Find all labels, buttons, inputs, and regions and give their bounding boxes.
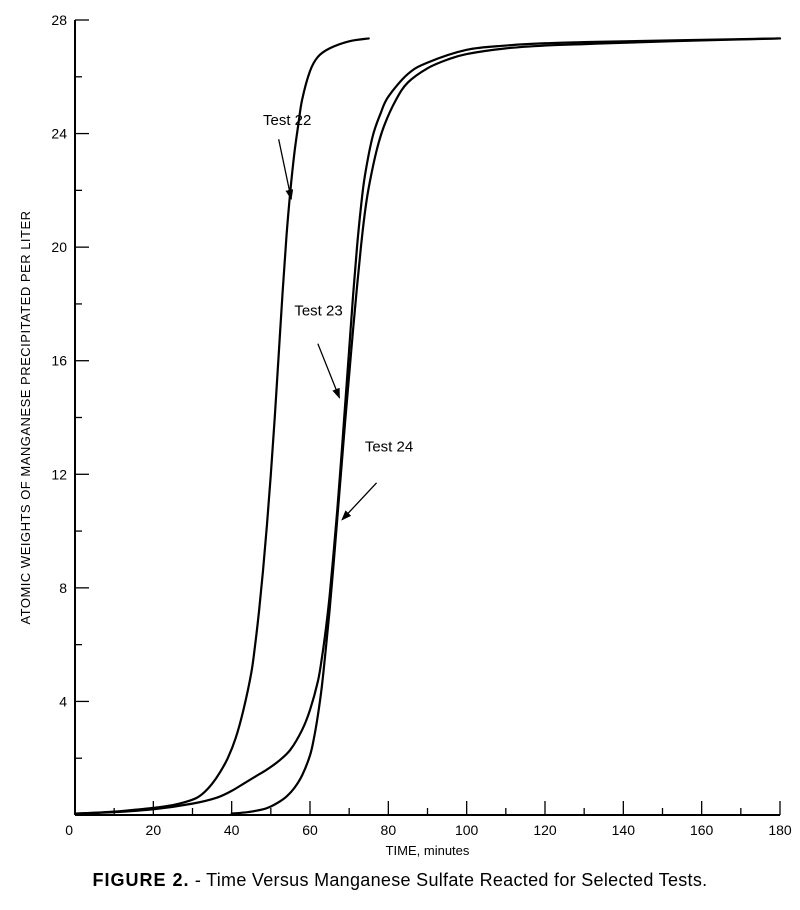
svg-text:16: 16 [51,353,67,369]
figure-number: FIGURE 2. [93,870,190,890]
figure-caption: FIGURE 2. - Time Versus Manganese Sulfat… [0,870,800,891]
svg-text:ATOMIC WEIGHTS OF MANGANESE PR: ATOMIC WEIGHTS OF MANGANESE PRECIPITATED… [18,210,33,624]
curve-test-22 [75,38,369,813]
label-arrow [342,483,376,520]
chart-canvas: 20 40 60 80 100 120 140 160 180 0 4 8 12 16 20 24 28 TIME… [0,0,800,860]
figure-caption-text: - Time Versus Manganese Sulfate Reacted … [190,870,708,890]
svg-text:120: 120 [533,822,557,838]
label-arrow [279,139,292,199]
svg-text:100: 100 [455,822,479,838]
series-label: Test 22 [263,112,311,129]
svg-text:12: 12 [51,466,67,482]
curve-test-23 [75,38,780,813]
svg-text:20: 20 [146,822,162,838]
svg-text:4: 4 [59,693,67,709]
svg-text:40: 40 [224,822,240,838]
svg-text:180: 180 [768,822,792,838]
figure-page: 20 40 60 80 100 120 140 160 180 0 4 8 12 16 20 24 28 TIME… [0,0,800,910]
series-label: Test 24 [365,439,413,456]
series-label: Test 23 [294,302,342,319]
svg-text:24: 24 [51,126,67,142]
svg-text:8: 8 [59,580,67,596]
svg-text:60: 60 [302,822,318,838]
svg-text:0: 0 [65,822,73,838]
svg-text:140: 140 [612,822,636,838]
svg-text:TIME, minutes: TIME, minutes [386,843,470,858]
svg-text:20: 20 [51,239,67,255]
svg-text:28: 28 [51,12,67,28]
label-arrow [318,344,340,398]
svg-text:160: 160 [690,822,714,838]
svg-text:80: 80 [381,822,397,838]
